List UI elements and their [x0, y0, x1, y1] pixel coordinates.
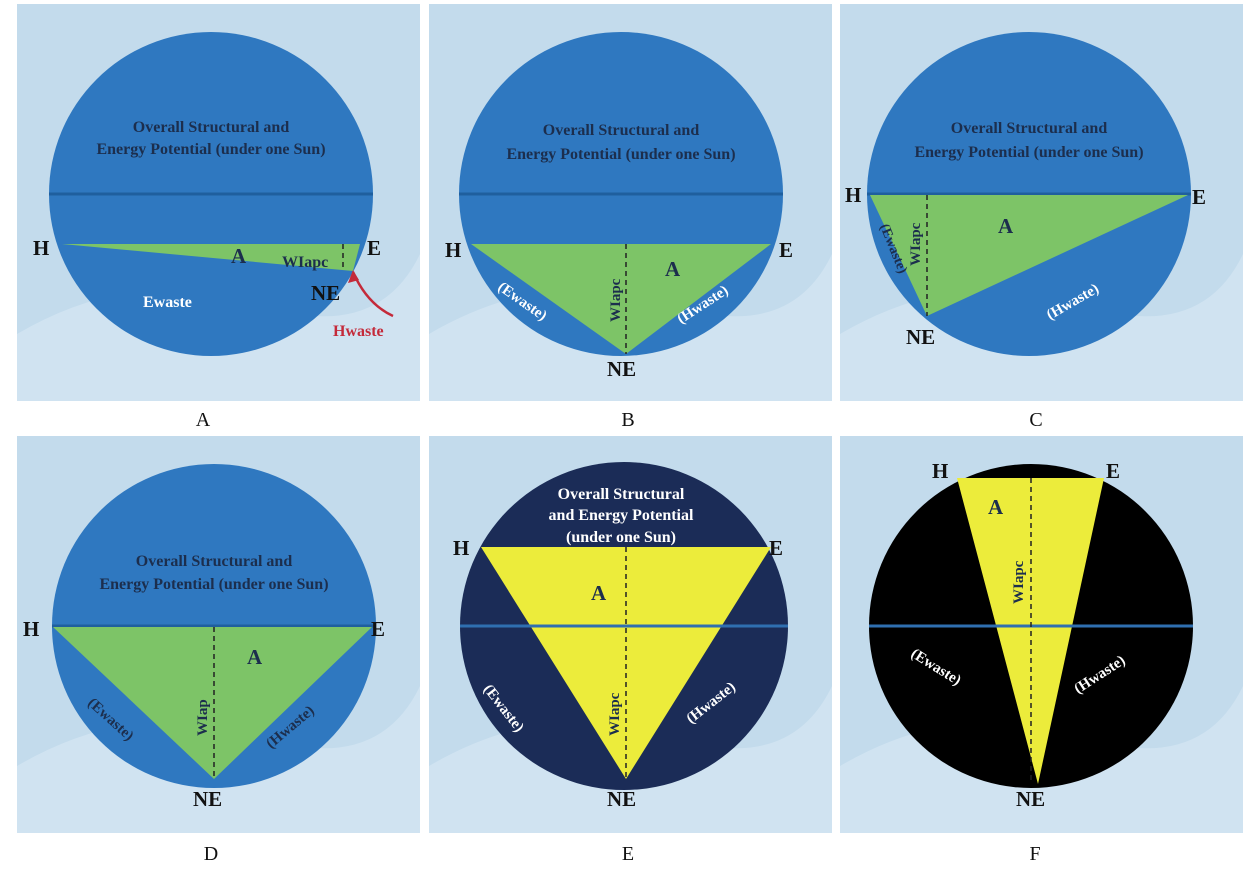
hwaste-label: Hwaste: [333, 323, 384, 340]
area-a-label: A: [988, 495, 1004, 519]
wlap-label: WIapc: [1011, 560, 1027, 604]
point-e-label: E: [1192, 185, 1206, 209]
wlap-label: WIapc: [608, 278, 624, 322]
title-line-2: Energy Potential (under one Sun): [99, 576, 328, 593]
point-ne-label: NE: [311, 281, 340, 305]
title-line-1: Overall Structural and: [951, 120, 1108, 137]
title-line-1: Overall Structural and: [543, 122, 700, 139]
title-line-2: Energy Potential (under one Sun): [914, 144, 1143, 161]
area-a-label: A: [591, 581, 607, 605]
wlap-label: WIapc: [282, 254, 328, 271]
area-a-label: A: [998, 214, 1014, 238]
title-line-1: Overall Structural and: [136, 553, 293, 570]
title-line-3: (under one Sun): [566, 529, 676, 546]
ewaste-label: Ewaste: [143, 294, 192, 311]
panel-e: Overall Structural and Energy Potential …: [429, 436, 832, 865]
panel-b: Overall Structural and Energy Potential …: [429, 4, 832, 431]
wlap-label: WIapc: [908, 222, 924, 266]
wlap-label: WIap: [195, 699, 211, 736]
panel-c-label: C: [1029, 409, 1043, 431]
panel-d-diagram: Overall Structural and Energy Potential …: [17, 436, 420, 833]
area-a-label: A: [665, 257, 681, 281]
panel-d: Overall Structural and Energy Potential …: [17, 436, 420, 865]
title-line-1: Overall Structural and: [133, 119, 290, 136]
area-a-region: [481, 547, 771, 779]
wlap-label: WIapc: [607, 692, 623, 736]
panel-e-label: E: [621, 843, 635, 865]
title-line-1: Overall Structural: [558, 486, 685, 503]
point-e-label: E: [1106, 459, 1120, 483]
area-a-region: [53, 627, 372, 779]
point-ne-label: NE: [906, 325, 935, 349]
area-a-region: [471, 244, 771, 354]
panel-a: Overall Structural and Energy Potential …: [17, 4, 420, 431]
area-a-region: [62, 244, 360, 271]
panel-f: H E NE A WIapc (Ewaste) (Hwaste) F: [840, 436, 1243, 865]
point-ne-label: NE: [193, 787, 222, 811]
panel-c-diagram: Overall Structural and Energy Potential …: [840, 4, 1243, 401]
point-h-label: H: [932, 459, 948, 483]
point-e-label: E: [779, 238, 793, 262]
title-line-2: Energy Potential (under one Sun): [96, 141, 325, 158]
panel-d-label: D: [203, 843, 219, 865]
panel-e-diagram: Overall Structural and Energy Potential …: [429, 436, 832, 833]
point-e-label: E: [367, 236, 381, 260]
point-h-label: H: [445, 238, 461, 262]
panel-c: Overall Structural and Energy Potential …: [840, 4, 1243, 431]
point-h-label: H: [845, 183, 861, 207]
hwaste-arrowhead: [348, 270, 359, 283]
panel-f-label: F: [1029, 843, 1041, 865]
point-ne-label: NE: [1016, 787, 1045, 811]
area-a-label: A: [231, 244, 247, 268]
title-line-2: and Energy Potential: [549, 507, 694, 524]
panel-b-label: B: [621, 409, 635, 431]
point-e-label: E: [371, 617, 385, 641]
panel-a-diagram: Overall Structural and Energy Potential …: [17, 4, 420, 401]
point-ne-label: NE: [607, 357, 636, 381]
point-h-label: H: [453, 536, 469, 560]
panel-f-diagram: H E NE A WIapc (Ewaste) (Hwaste): [840, 436, 1243, 833]
panel-b-diagram: Overall Structural and Energy Potential …: [429, 4, 832, 401]
point-ne-label: NE: [607, 787, 636, 811]
panel-a-label: A: [195, 409, 211, 431]
point-h-label: H: [23, 617, 39, 641]
area-a-region: [870, 195, 1188, 316]
point-e-label: E: [769, 536, 783, 560]
area-a-label: A: [247, 645, 263, 669]
point-h-label: H: [33, 236, 49, 260]
title-line-2: Energy Potential (under one Sun): [506, 146, 735, 163]
